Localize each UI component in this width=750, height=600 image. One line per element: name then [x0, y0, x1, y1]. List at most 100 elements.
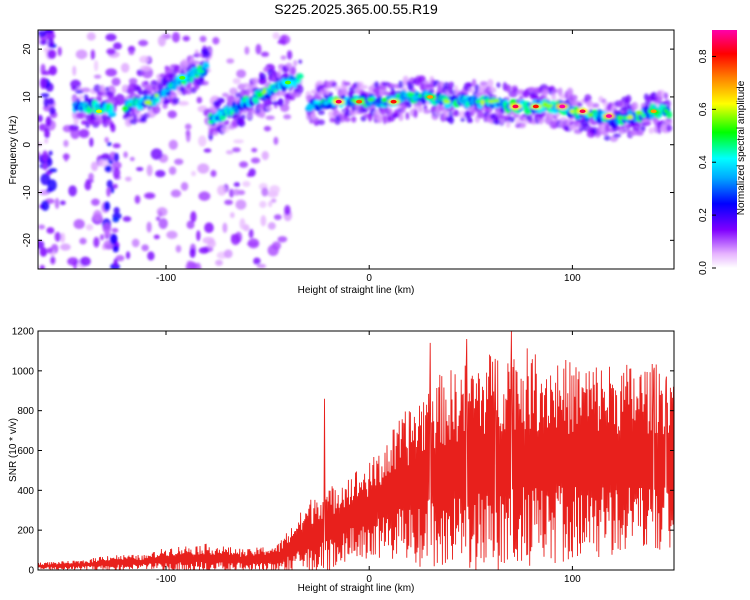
ridge-halo [340, 88, 348, 97]
snr-y-tick-label: 600 [17, 446, 34, 457]
noise-blob [139, 65, 152, 72]
ridge-halo [507, 116, 516, 123]
noise-blob [86, 32, 96, 41]
ridge-halo [185, 82, 192, 89]
colorbar [712, 30, 737, 268]
ridge-halo [603, 135, 611, 141]
peak-core [579, 109, 586, 114]
ridge-hotspot [161, 89, 170, 93]
ridge-halo [257, 104, 265, 109]
noise-blob [156, 216, 161, 221]
noise-blob [269, 185, 280, 195]
ridge-halo [252, 77, 260, 85]
noise-blob [284, 204, 291, 216]
ridge-halo [258, 79, 267, 85]
noise-blob [247, 238, 260, 249]
streak-blob [47, 32, 56, 40]
ridge-halo [418, 75, 426, 84]
noise-blob [212, 37, 220, 45]
ridge-halo [402, 75, 409, 84]
noise-blob [177, 101, 190, 106]
noise-blob [90, 161, 99, 172]
noise-blob [162, 102, 168, 109]
ridge-hotspot [256, 92, 264, 98]
noise-blob [260, 51, 270, 57]
ridge-halo [317, 119, 325, 126]
ridge-halo [235, 92, 242, 98]
noise-blob [263, 125, 272, 132]
ridge-hotspot [198, 69, 205, 74]
ridge-halo [398, 80, 404, 89]
noise-blob [277, 39, 286, 45]
ridge-hotspot [622, 115, 629, 121]
ridge-halo [275, 90, 283, 97]
ridge-hotspot [480, 99, 485, 106]
spectrogram-y-ticks: -20 -10 0 10 20 [22, 43, 674, 248]
ridge-core [666, 110, 673, 119]
streak-blob [39, 264, 45, 269]
noise-blob [226, 58, 235, 64]
ridge-halo [658, 96, 664, 101]
noise-blob [59, 200, 66, 206]
noise-blob [78, 128, 90, 139]
ridge-halo [298, 59, 303, 64]
noise-blob [224, 199, 233, 206]
ridge-halo [625, 94, 632, 104]
ridge-halo [185, 87, 193, 95]
ridge-halo [296, 85, 304, 94]
streak-blob [112, 143, 121, 149]
ridge-halo [468, 118, 473, 123]
noise-blob [93, 60, 99, 72]
noise-blob [250, 157, 261, 164]
spectrogram-frame [37, 29, 675, 270]
noise-blob [113, 42, 122, 50]
ridge-halo [73, 117, 79, 126]
ridge-halo [343, 81, 351, 87]
noise-blob [229, 188, 234, 198]
peak-core [605, 114, 612, 118]
ridge-halo [549, 85, 555, 90]
ridge-hotspot [154, 93, 160, 98]
noise-blob [286, 50, 293, 60]
streak-blob [106, 179, 113, 188]
noise-blob [268, 200, 273, 208]
noise-blob [146, 221, 152, 233]
ridge-halo [460, 117, 466, 122]
ridge-halo [229, 87, 238, 96]
ridge-halo [317, 110, 325, 116]
noise-blob [204, 222, 214, 234]
streak-blob [102, 222, 112, 234]
noise-blob [261, 187, 269, 197]
ridge-halo [423, 109, 431, 114]
noise-blob [236, 69, 247, 79]
ridge-halo [221, 92, 229, 98]
colorbar-tick-label: 0.4 [698, 155, 709, 169]
noise-blob [98, 159, 110, 168]
noise-blob [85, 224, 94, 231]
ridge-core [421, 96, 427, 105]
streak-blob [47, 38, 55, 49]
ridge-halo [569, 124, 578, 131]
ridge-halo [356, 83, 364, 92]
peak-core [95, 109, 102, 114]
noise-blob [134, 195, 141, 204]
ridge-halo [398, 112, 404, 122]
streak-blob [113, 152, 120, 163]
snr-series-line [38, 331, 674, 570]
streak-blob [43, 97, 49, 108]
noise-blob [60, 243, 71, 251]
ridge-halo [551, 92, 557, 101]
ridge-hotspot [366, 97, 375, 102]
ridge-halo [405, 112, 410, 120]
ridge-halo [423, 104, 428, 111]
peak-core [532, 104, 539, 109]
ridge-hotspot [270, 84, 276, 91]
ridge-hotspot [492, 98, 500, 103]
noise-blob [128, 51, 135, 56]
ridge-halo [576, 102, 583, 108]
ridge-halo [139, 117, 147, 123]
noise-blob [251, 147, 258, 153]
ridge-halo [434, 110, 443, 116]
peak-core [390, 99, 397, 104]
ridge-hotspot [313, 99, 321, 105]
